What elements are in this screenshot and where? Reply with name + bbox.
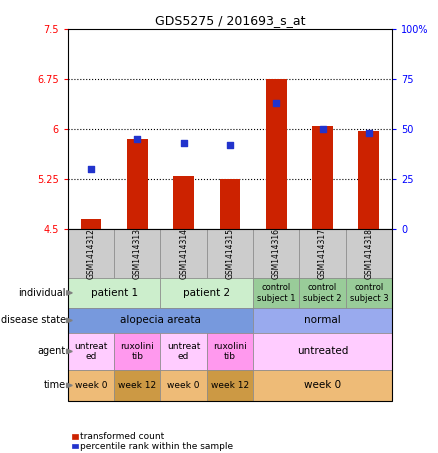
Text: normal: normal — [304, 315, 341, 325]
Text: disease state: disease state — [0, 315, 66, 325]
Text: control
subject 3: control subject 3 — [350, 283, 388, 303]
Text: untreat
ed: untreat ed — [167, 342, 200, 361]
Text: control
subject 2: control subject 2 — [303, 283, 342, 303]
Bar — [127, 139, 148, 229]
Text: GSM1414317: GSM1414317 — [318, 228, 327, 279]
Point — [319, 125, 326, 133]
Text: week 12: week 12 — [118, 381, 156, 390]
Text: GSM1414312: GSM1414312 — [87, 228, 95, 279]
Text: GSM1414314: GSM1414314 — [179, 228, 188, 279]
Text: untreated: untreated — [297, 347, 348, 357]
Point — [88, 165, 95, 173]
Text: untreat
ed: untreat ed — [74, 342, 108, 361]
Text: transformed count: transformed count — [80, 432, 164, 441]
Title: GDS5275 / 201693_s_at: GDS5275 / 201693_s_at — [155, 14, 305, 27]
Text: week 0: week 0 — [75, 381, 107, 390]
Bar — [81, 219, 102, 229]
Point — [180, 140, 187, 147]
Text: ruxolini
tib: ruxolini tib — [213, 342, 247, 361]
Text: alopecia areata: alopecia areata — [120, 315, 201, 325]
Point — [365, 130, 372, 137]
Bar — [312, 126, 333, 229]
Point — [134, 135, 141, 143]
Text: control
subject 1: control subject 1 — [257, 283, 296, 303]
Text: week 0: week 0 — [304, 381, 341, 390]
Point — [226, 141, 233, 149]
Text: GSM1414313: GSM1414313 — [133, 228, 142, 279]
Bar — [219, 179, 240, 229]
Bar — [266, 79, 286, 229]
Text: patient 1: patient 1 — [91, 288, 138, 298]
Point — [273, 100, 280, 107]
Text: GSM1414315: GSM1414315 — [226, 228, 234, 279]
Text: percentile rank within the sample: percentile rank within the sample — [80, 442, 233, 451]
Text: week 12: week 12 — [211, 381, 249, 390]
Text: patient 2: patient 2 — [183, 288, 230, 298]
Bar — [358, 131, 379, 229]
Text: GSM1414316: GSM1414316 — [272, 228, 281, 279]
Bar — [173, 176, 194, 229]
Text: agent: agent — [38, 347, 66, 357]
Text: week 0: week 0 — [167, 381, 200, 390]
Text: ruxolini
tib: ruxolini tib — [120, 342, 154, 361]
Text: GSM1414318: GSM1414318 — [364, 228, 373, 279]
Text: time: time — [43, 381, 66, 390]
Text: individual: individual — [18, 288, 66, 298]
